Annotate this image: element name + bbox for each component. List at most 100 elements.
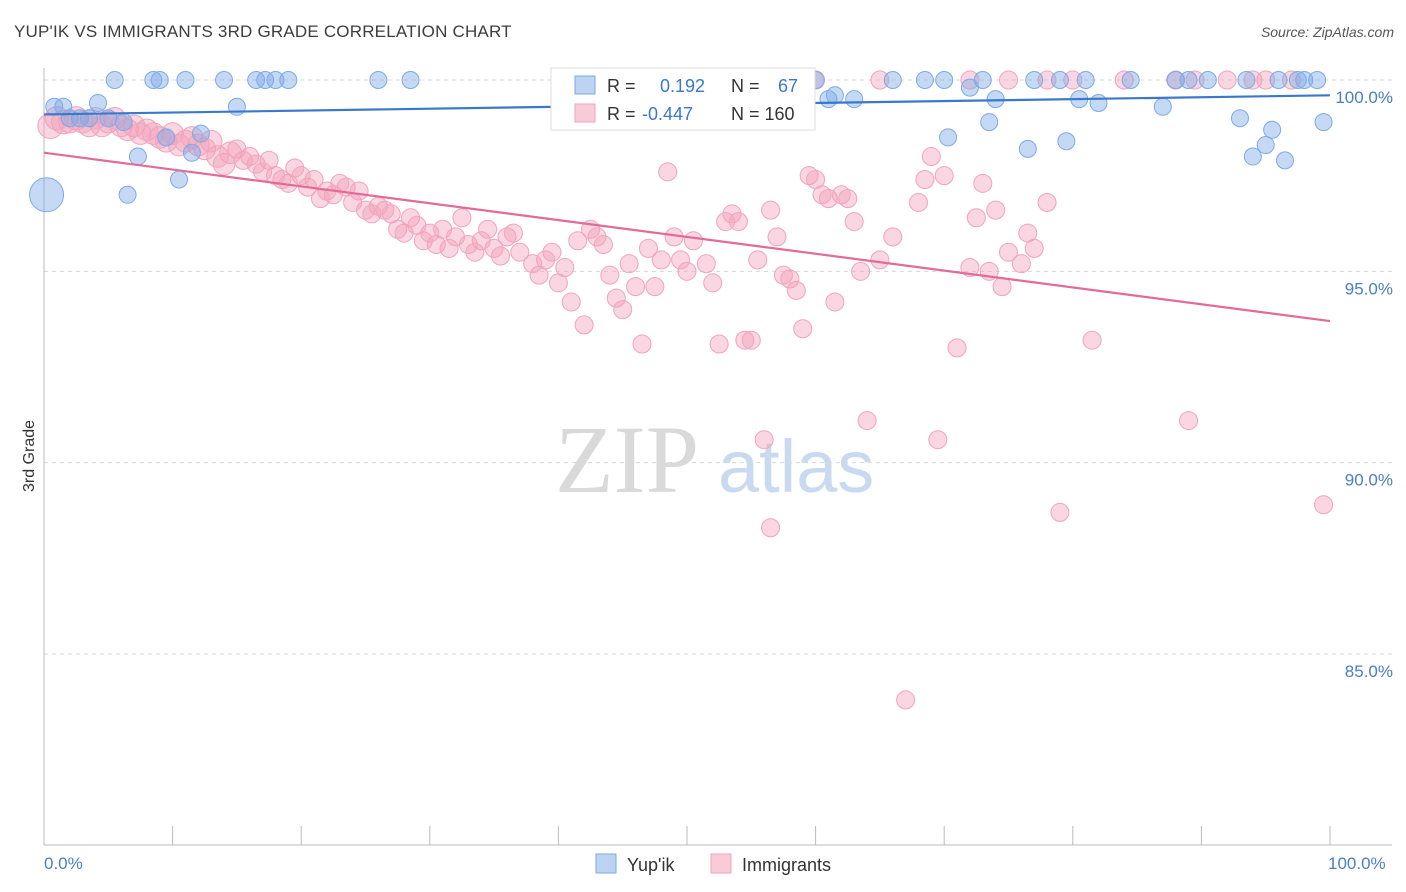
immigrants-point-160 [870,70,890,90]
immigrants-point-126 [870,250,890,270]
immigrants-point-22 [180,126,204,149]
yupik-point-62 [1275,151,1294,170]
immigrants-point-73 [510,242,530,262]
immigrants-point-106 [735,330,755,350]
immigrants-point-108 [748,250,768,270]
legend-swatch-immigrants [574,103,596,123]
immigrants-point-24 [193,137,217,161]
immigrants-point-76 [536,250,556,270]
immigrants-point-97 [671,250,691,270]
immigrants-point-99 [683,231,703,251]
yupik-point-61 [1269,71,1288,89]
immigrants-point-25 [199,129,223,153]
immigrants-point-135 [960,258,980,278]
immigrants-point-105 [728,212,748,232]
immigrants-point-123 [844,212,864,232]
immigrants-point-104 [722,204,742,224]
yupik-point-18 [191,124,210,143]
legend-r-value-yupik: 0.192 [660,76,705,96]
immigrants-point-69 [484,238,504,258]
watermark-zip: ZIP [555,406,699,513]
immigrants-point-66 [465,242,485,262]
immigrants-point-147 [1063,70,1083,90]
y-tick-label-1: 90.0% [1345,471,1393,490]
yupik-point-34 [825,86,844,105]
yupik-point-22 [256,71,275,89]
immigrants-point-82 [574,315,594,335]
immigrants-point-129 [908,192,928,212]
yupik-point-60 [1263,120,1282,139]
immigrants-point-131 [921,147,941,167]
immigrants-point-26 [206,145,229,168]
immigrants-point-65 [458,235,478,255]
immigrants-point-125 [857,411,877,431]
yupik-point-55 [1198,71,1217,89]
immigrants-point-111 [767,227,787,247]
immigrants-point-139 [986,200,1006,220]
immigrants-point-20 [167,133,191,157]
legend-swatch-yupik [574,75,596,95]
y-tick-label-2: 95.0% [1345,279,1393,298]
yupik-point-63 [1288,71,1307,89]
axes [43,68,1392,846]
immigrants-point-77 [542,242,562,262]
y-tick-labels: 85.0% 90.0% 95.0% 100.0% [1335,88,1393,681]
immigrants-point-86 [600,265,620,285]
yupik-point-14 [157,128,176,147]
immigrants-point-157 [1314,495,1334,515]
yupik-point-0 [29,177,65,213]
immigrants-point-64 [452,208,472,228]
immigrants-point-136 [966,208,986,228]
immigrants-point-101 [703,273,723,293]
immigrants-point-94 [651,250,671,270]
immigrants-point-134 [947,338,967,358]
yupik-point-9 [105,71,124,89]
immigrants-point-158 [761,518,781,538]
gridlines [44,79,1392,655]
legend-n-label-immigrants: N = 160 [731,104,795,124]
yupik-point-23 [266,71,285,89]
immigrants-point-113 [780,269,800,289]
immigrants-point-58 [413,231,433,251]
immigrants-point-87 [606,288,626,308]
yupik-point-36 [883,71,902,89]
yupik-point-42 [980,113,999,132]
immigrants-point-115 [793,319,813,339]
immigrants-point-153 [1217,70,1237,90]
bottom-legend-label-immigrants: Immigrants [742,855,831,875]
source-label: Source: ZipAtlas.com [1260,24,1394,40]
immigrants-point-141 [999,242,1018,262]
immigrants-point-70 [491,246,511,266]
watermark-atlas: atlas [718,425,874,508]
immigrants-point-95 [658,162,678,182]
yupik-point-13 [118,185,137,204]
immigrants-point-13 [122,114,146,138]
legend-n-value-yupik: 67 [778,76,798,96]
immigrants-point-38 [285,158,305,178]
yupik-point-41 [973,71,992,89]
yupik-point-15 [170,170,189,189]
immigrants-point-145 [1037,192,1057,212]
immigrants-point-119 [818,189,838,209]
immigrants-point-91 [632,334,652,354]
immigrants-point-6 [77,114,101,138]
immigrants-points [37,70,1334,710]
yupik-point-16 [176,71,195,89]
immigrants-point-133 [934,166,954,186]
legend-n-label-yupik: N = [731,76,760,96]
yupik-point-37 [915,71,934,89]
immigrants-point-128 [896,690,916,710]
immigrants-point-19 [161,122,184,145]
chart-title: YUP'IK VS IMMIGRANTS 3RD GRADE CORRELATI… [14,22,512,41]
yupik-point-59 [1256,136,1275,155]
yupik-point-44 [1018,139,1037,158]
immigrants-point-79 [555,258,575,278]
yupik-point-53 [1166,71,1185,89]
yupik-point-52 [1153,97,1172,116]
legend-r-value-immigrants: -0.447 [642,104,693,124]
yupik-point-56 [1230,109,1249,128]
bottom-legend-label-yupik: Yup'ik [627,855,675,875]
yupik-point-10 [128,147,147,166]
immigrants-point-59 [420,223,440,243]
yupik-point-46 [1050,71,1069,89]
